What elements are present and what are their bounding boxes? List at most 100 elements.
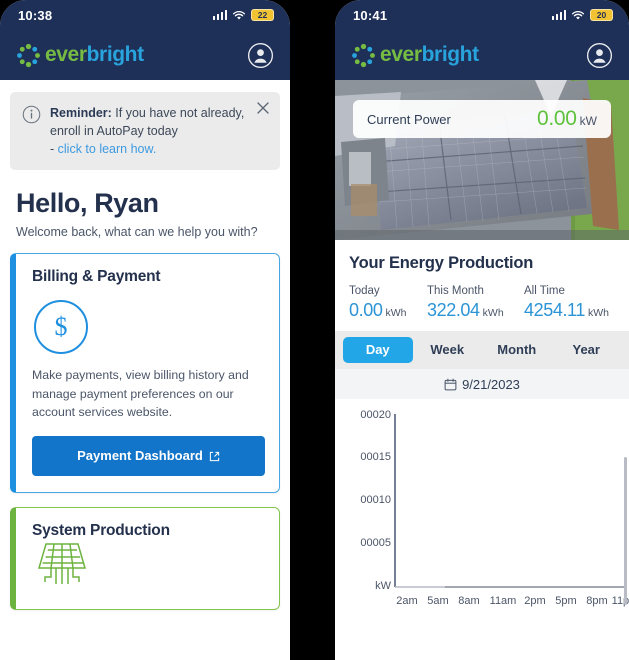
battery-icon: 20 [590,9,613,21]
battery-icon: 22 [251,9,274,21]
stat-value-group: 4254.11 kWh [524,300,609,321]
logo-ever: ever [380,43,422,66]
reminder-link[interactable]: click to learn how. [57,142,157,157]
billing-payment-card[interactable]: Billing & Payment $ Make payments, view … [10,253,280,493]
everbright-logo-mark [351,43,376,68]
chart-y-tick-label: 00010 [360,494,391,506]
home-content: Reminder: If you have not already, enrol… [0,80,290,660]
logo-bright: bright [86,43,144,66]
stat-value: 322.04 [427,300,480,320]
production-stats: Today 0.00 kWh This Month 322.04 kWh All… [349,285,615,321]
autopay-reminder-banner[interactable]: Reminder: If you have not already, enrol… [10,92,280,171]
chart-x-tick-label: 5am [427,595,448,607]
stat-all-time: All Time 4254.11 kWh [524,285,609,321]
everbright-logo-mark [16,43,41,68]
payment-dashboard-label: Payment Dashboard [77,448,203,464]
chart-y-tick-label: 00005 [360,537,391,549]
billing-card-description: Make payments, view billing history and … [32,368,249,420]
chart-svg: 00020 00015 00010 00005 kW 2am 5am 8am 1… [360,409,629,607]
greeting-block: Hello, Ryan Welcome back, what can we he… [0,170,290,239]
status-bar-left: 10:38 22 [0,0,290,30]
tab-year[interactable]: Year [572,342,600,357]
logo-ever: ever [45,43,87,66]
dollar-symbol: $ [54,312,68,342]
phone-right: 10:41 20 [335,0,629,660]
status-bar-right: 10:41 20 [335,0,629,30]
greeting-subtitle: Welcome back, what can we help you with? [16,225,258,240]
status-time: 10:38 [18,7,53,23]
logo-bright: bright [421,43,479,66]
phone-left: 10:38 22 [0,0,290,660]
current-power-value: 0.00 [536,107,577,130]
page-title: Hello, Ryan [16,188,159,219]
chart-x-tick-label: 2pm [524,595,545,607]
vertical-scrollbar[interactable] [624,457,627,605]
solar-hero-image: Current Power 0.00 kW [335,80,629,240]
chart-x-tick-label: 11am [490,595,517,607]
chart-x-tick-label: 8am [458,595,479,607]
stat-label: This Month [427,285,484,297]
stat-value: 4254.11 [524,300,585,320]
status-time: 10:41 [353,7,388,23]
reminder-text: Reminder: If you have not already, enrol… [50,104,270,158]
chart-x-tick-label: 8pm [586,595,607,607]
chart-y-ticks: 00020 00015 00010 00005 kW [360,409,391,592]
battery-percent: 22 [257,9,268,20]
reminder-bold: Reminder: [50,106,112,120]
chart-x-tick-label: 5pm [555,595,576,607]
current-power-unit: kW [579,114,597,128]
period-tabs: Day Week Month Year [335,331,629,369]
energy-chart: 00020 00015 00010 00005 kW 2am 5am 8am 1… [335,399,629,631]
stat-unit: kWh [385,307,407,319]
status-icons: 20 [551,9,613,21]
calendar-icon [444,378,457,391]
stat-today: Today 0.00 kWh [349,285,427,321]
chart-y-tick-label: 00020 [360,409,391,421]
logo-wordmark: everbright [45,43,144,67]
stat-unit: kWh [587,307,609,319]
nav-bar-left: everbright [0,30,290,80]
stat-value-group: 0.00 kWh [349,300,427,321]
nav-bar-right: everbright [335,30,629,80]
close-icon[interactable] [256,101,270,115]
energy-production-section: Your Energy Production Today 0.00 kWh Th… [335,240,629,331]
account-avatar-icon[interactable] [586,42,613,69]
tab-day[interactable]: Day [343,337,413,363]
cellular-bars-icon [551,10,566,20]
date-selector[interactable]: 9/21/2023 [335,369,629,399]
tab-month[interactable]: Month [497,342,537,357]
reminder-body: If you have not already, enroll in AutoP… [50,106,245,139]
energy-production-title: Your Energy Production [349,254,534,272]
system-production-card[interactable]: System Production [10,506,280,610]
payment-dashboard-button[interactable]: Payment Dashboard [32,435,265,476]
current-power-pill: Current Power 0.00 kW [353,100,611,138]
stat-value: 0.00 [349,300,383,320]
wifi-icon [232,10,246,21]
current-power-label: Current Power [367,111,451,127]
aerial-house-photo [335,80,629,240]
account-avatar-icon[interactable] [247,42,274,69]
chart-y-axis-unit-label: kW [375,580,392,592]
production-card-title: System Production [32,521,170,539]
selected-date: 9/21/2023 [462,376,520,392]
chart-y-tick-label: 00015 [360,451,391,463]
stat-unit: kWh [482,307,504,319]
dollar-circle-icon: $ [34,300,88,355]
everbright-logo[interactable]: everbright [16,43,144,68]
billing-card-title: Billing & Payment [32,268,161,286]
logo-wordmark: everbright [380,43,479,67]
stat-label: All Time [524,285,565,297]
cellular-bars-icon [212,10,227,20]
battery-percent: 20 [596,9,607,20]
solar-panel-icon [32,542,88,592]
tab-week[interactable]: Week [430,342,465,357]
reminder-link-prefix: - [50,142,58,157]
wifi-icon [571,10,585,21]
info-circle-icon [22,105,41,124]
current-power-value-group: 0.00 kW [537,107,597,131]
stat-value-group: 322.04 kWh [427,300,524,321]
everbright-logo[interactable]: everbright [351,43,479,68]
chart-x-tick-label: 2am [396,595,417,607]
status-icons: 22 [212,9,274,21]
